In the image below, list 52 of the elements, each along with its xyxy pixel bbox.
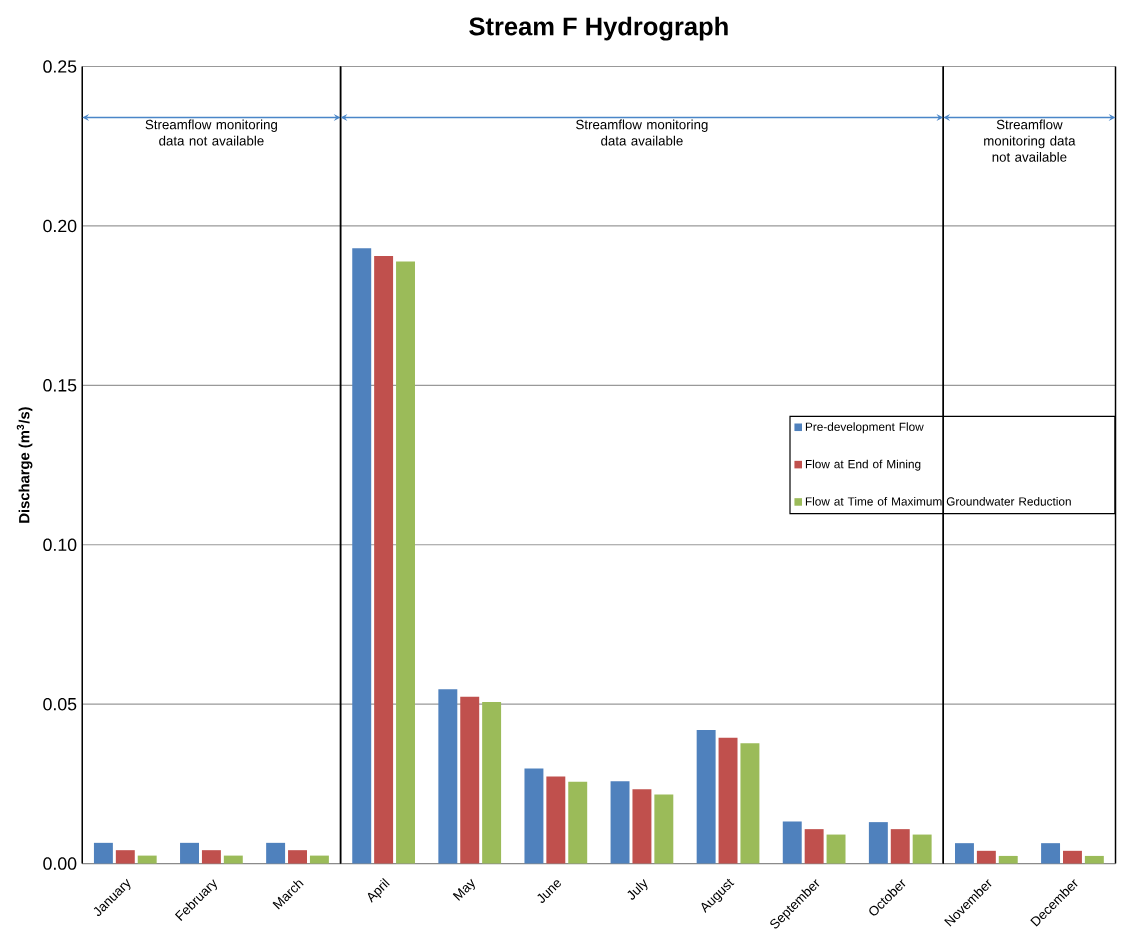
bar <box>912 834 932 864</box>
bar <box>954 843 974 864</box>
x-tick-label: May <box>452 878 475 901</box>
y-tick-label: 0.20 <box>43 219 77 233</box>
bar <box>718 737 738 864</box>
bar <box>1084 856 1104 864</box>
y-tick-label: 0.10 <box>43 538 77 552</box>
bar <box>1041 843 1061 864</box>
bar <box>396 261 415 864</box>
bar <box>460 696 480 864</box>
bar <box>482 702 502 864</box>
bar <box>696 730 716 864</box>
bar <box>1062 850 1082 864</box>
bar <box>288 850 307 864</box>
bar <box>374 255 394 864</box>
bar <box>93 842 113 864</box>
legend-label: Flow at End of Mining <box>805 459 921 471</box>
bar <box>632 789 652 864</box>
bar <box>352 248 372 864</box>
y-tick-label: 0.25 <box>43 60 77 73</box>
y-tick-label: 0.05 <box>43 698 77 711</box>
y-axis-title: Discharge (m$^{3}$/s) <box>16 407 33 523</box>
bar <box>266 842 286 864</box>
x-tick-label: July <box>627 879 648 900</box>
bar <box>201 850 221 864</box>
bar <box>180 842 199 864</box>
annotation: Streamflow monitoring data not available <box>145 119 277 146</box>
bar <box>868 822 888 864</box>
bar <box>137 855 157 864</box>
bar <box>740 743 760 864</box>
bar <box>804 829 824 864</box>
bar <box>568 781 588 864</box>
bar <box>438 689 458 864</box>
bar <box>782 821 802 864</box>
bar <box>826 834 846 864</box>
chart-title: Stream F Hydrograph <box>469 16 728 41</box>
bar <box>115 850 135 864</box>
bar <box>610 781 630 864</box>
bar <box>524 768 544 864</box>
bar <box>890 829 910 864</box>
bar <box>309 855 329 864</box>
bar <box>223 855 243 864</box>
bar <box>998 856 1018 864</box>
y-tick-label: 0.00 <box>43 857 77 870</box>
bar <box>546 776 566 864</box>
annotation: Streamflow monitoring data not available <box>984 119 1076 162</box>
bar <box>654 794 674 864</box>
annotation: Streamflow monitoring data available <box>576 119 708 146</box>
legend-label: Flow at Time of Maximum Groundwater Reduction <box>805 497 1071 506</box>
bar <box>976 850 996 864</box>
legend-label: Pre-development Flow <box>805 422 924 434</box>
y-tick-label: 0.15 <box>43 379 77 392</box>
